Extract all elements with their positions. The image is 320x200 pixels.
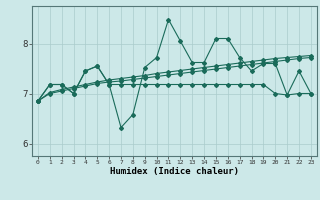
X-axis label: Humidex (Indice chaleur): Humidex (Indice chaleur)	[110, 167, 239, 176]
